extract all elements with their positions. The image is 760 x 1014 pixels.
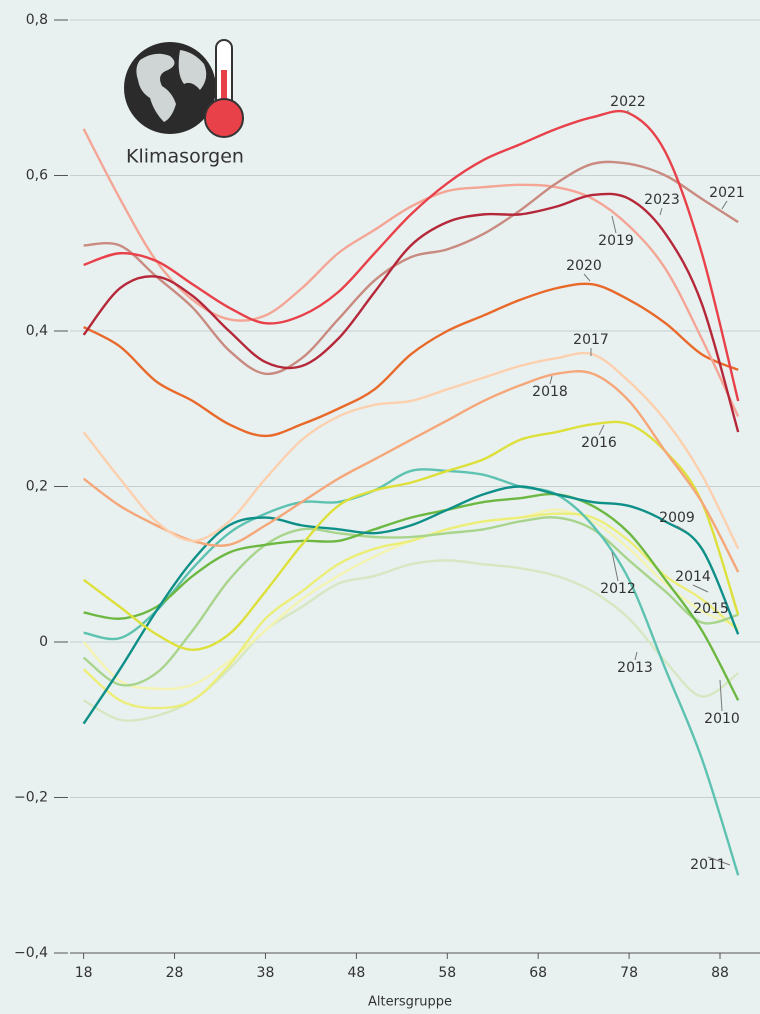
series-label: 2018: [532, 384, 568, 400]
series-line: [83, 468, 740, 876]
series-label: 2016: [581, 435, 617, 451]
series-line: [83, 109, 740, 402]
leader-line: [721, 200, 728, 210]
series-label: 2009: [659, 510, 695, 526]
y-tick-label: 0: [39, 634, 48, 650]
series-label: 2019: [598, 233, 634, 249]
x-tick-label: 68: [529, 965, 547, 981]
leader-line: [634, 651, 638, 661]
x-tick-label: 88: [711, 965, 729, 981]
leader-line: [719, 679, 723, 712]
leader-line: [676, 525, 685, 531]
icon: [124, 39, 244, 138]
series-label: 2022: [610, 94, 646, 110]
x-tick-label: 78: [620, 965, 638, 981]
series-label: 2011: [690, 857, 726, 873]
series-label: 2020: [566, 258, 602, 274]
series-label: 2023: [644, 192, 680, 208]
leader-line: [583, 273, 591, 282]
series-label: 2010: [704, 711, 740, 727]
series-label: 2014: [675, 569, 711, 585]
series-line: [82, 516, 739, 687]
x-axis-label: Altersgruppe: [368, 995, 452, 1010]
leader-line: [549, 375, 553, 385]
series-line: [82, 192, 740, 433]
series-label: 2012: [600, 581, 636, 597]
leader-line: [611, 551, 619, 582]
series-label: 2013: [617, 660, 653, 676]
series-line: [83, 492, 740, 701]
series-label: 2021: [709, 185, 745, 201]
x-tick-label: 58: [438, 965, 456, 981]
leader-line: [707, 856, 731, 866]
x-tick-label: 38: [257, 965, 275, 981]
series-line: [82, 128, 740, 418]
series-line: [82, 485, 740, 725]
leader-line: [611, 215, 617, 234]
y-tick-label: −0,2: [14, 790, 48, 806]
y-tick-label: 0,4: [26, 323, 48, 339]
y-tick-label: 0,8: [26, 12, 48, 28]
leader-line: [598, 424, 605, 436]
leader-line: [659, 207, 663, 216]
leader-line: [692, 584, 709, 593]
series-label: 2015: [693, 601, 729, 617]
series-line: [83, 282, 739, 438]
series-line: [82, 420, 740, 651]
series-line: [82, 512, 739, 710]
series-line: [82, 351, 740, 550]
chart-title: Klimasorgen: [126, 146, 244, 168]
y-tick-label: 0,2: [26, 479, 48, 495]
y-tick-label: 0,6: [26, 168, 48, 184]
x-tick-label: 48: [347, 965, 365, 981]
series-label: 2017: [573, 332, 609, 348]
x-tick-label: 28: [166, 965, 184, 981]
x-tick-label: 18: [75, 965, 93, 981]
y-tick-label: −0,4: [14, 945, 48, 961]
series-line: [83, 160, 739, 376]
